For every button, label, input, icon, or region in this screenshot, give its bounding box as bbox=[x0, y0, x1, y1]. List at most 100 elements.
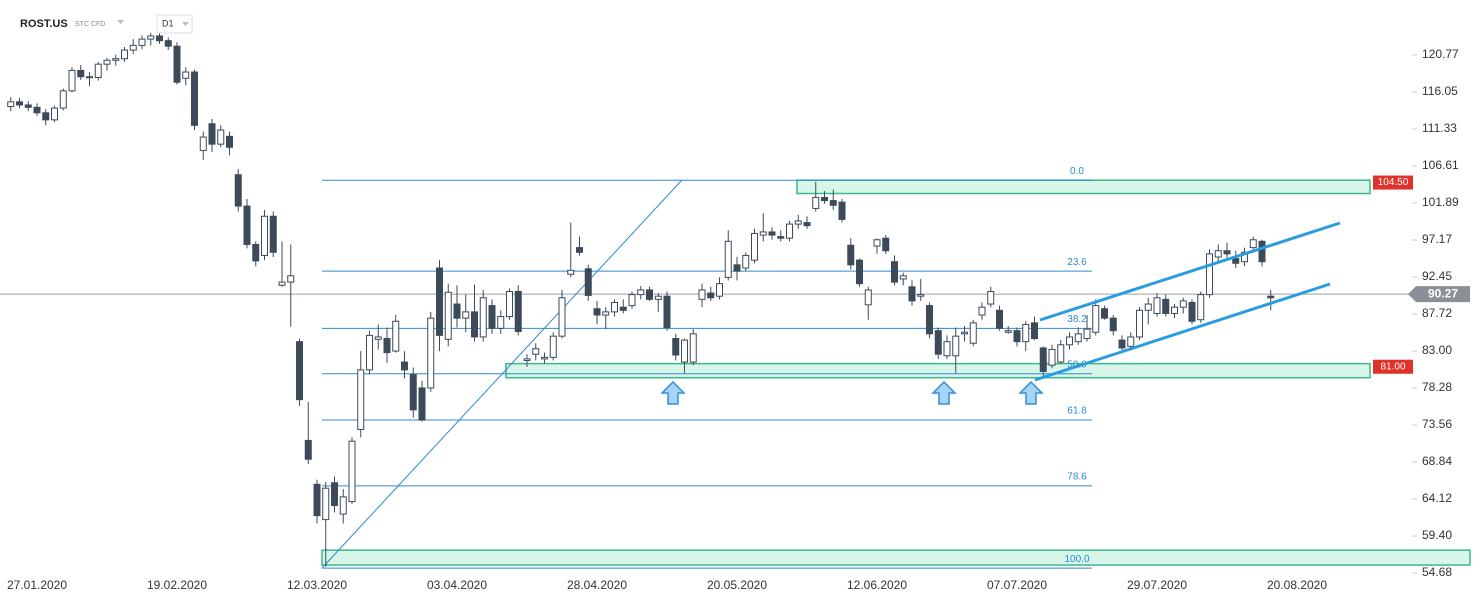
candle-body-down bbox=[856, 259, 863, 285]
candle-body-down bbox=[418, 387, 426, 421]
candle-body-up bbox=[287, 275, 295, 283]
candle-body-up bbox=[1249, 239, 1257, 249]
candle-body-down bbox=[908, 286, 916, 302]
candle-body-down bbox=[243, 205, 251, 245]
candle-body-down bbox=[996, 309, 1003, 329]
candle-body-up bbox=[7, 101, 15, 108]
candle-body-down bbox=[1232, 258, 1240, 264]
x-tick-label: 20.05.2020 bbox=[707, 578, 767, 592]
candle-body-down bbox=[304, 439, 312, 460]
y-tick-label: 101.89 bbox=[1422, 195, 1459, 209]
candle-body-down bbox=[234, 174, 242, 207]
candle-body-up bbox=[724, 240, 732, 278]
candle-body-down bbox=[453, 303, 461, 319]
fib-trend-line bbox=[321, 179, 683, 569]
candle-body-up bbox=[943, 341, 951, 357]
y-tick-label: 92.45 bbox=[1422, 269, 1452, 283]
candle-body-down bbox=[1162, 298, 1170, 314]
last-price-label: 90.27 bbox=[1428, 286, 1458, 300]
candle-body-down bbox=[156, 35, 163, 42]
x-tick-label: 28.04.2020 bbox=[567, 578, 627, 592]
candle-body-down bbox=[33, 106, 41, 114]
up-arrow bbox=[660, 380, 686, 405]
candle-body-down bbox=[847, 244, 855, 266]
y-tick-label: 87.72 bbox=[1422, 306, 1452, 320]
instrument-type: STC CFD bbox=[75, 21, 105, 28]
candle-body-down bbox=[252, 243, 260, 262]
channel-lower bbox=[1034, 282, 1331, 382]
candle-body-up bbox=[1083, 328, 1091, 340]
candle-body-up bbox=[112, 58, 120, 61]
candle-body-down bbox=[471, 311, 478, 338]
candle-body-down bbox=[296, 341, 303, 401]
candle-body-up bbox=[278, 281, 286, 286]
candle-body-up bbox=[873, 239, 881, 247]
symbol: ROST.US bbox=[20, 18, 68, 30]
candle-body-down bbox=[436, 267, 443, 336]
fib-label: 0.0 bbox=[1070, 166, 1084, 177]
y-tick-label: 54.68 bbox=[1422, 565, 1452, 579]
fib-label: 50.0 bbox=[1067, 359, 1087, 370]
candle-body-up bbox=[523, 358, 531, 361]
candle-body-up bbox=[1066, 336, 1073, 346]
candle-body-down bbox=[821, 196, 828, 202]
candle-body-up bbox=[812, 196, 820, 209]
candle-body-up bbox=[444, 291, 452, 340]
candle-body-up bbox=[628, 294, 636, 307]
candle-body-down bbox=[1188, 301, 1196, 322]
candle-body-down bbox=[1013, 330, 1021, 343]
candle-body-down bbox=[42, 112, 50, 121]
dropdown-icon[interactable] bbox=[117, 20, 124, 24]
y-tick-label: 78.28 bbox=[1422, 380, 1452, 394]
candle-body-up bbox=[864, 289, 872, 306]
candle-body-up bbox=[952, 335, 960, 357]
level-marker-label: 104.50 bbox=[1378, 177, 1409, 188]
candle-body-up bbox=[462, 311, 470, 319]
candle-body-up bbox=[1153, 297, 1161, 314]
candle-body-up bbox=[1197, 294, 1205, 321]
candle-body-down bbox=[934, 330, 942, 355]
y-tick-label: 106.61 bbox=[1422, 158, 1459, 172]
y-tick-label: 83.00 bbox=[1422, 343, 1452, 357]
candle-body-down bbox=[409, 374, 417, 411]
x-tick-label: 29.07.2020 bbox=[1127, 578, 1187, 592]
candle-body-up bbox=[698, 289, 706, 300]
candle-body-up bbox=[654, 295, 662, 300]
candle-body-down bbox=[514, 290, 522, 332]
channel-upper bbox=[1039, 221, 1341, 322]
candle-body-up bbox=[121, 49, 128, 60]
candle-body-up bbox=[59, 90, 67, 109]
candle-body-down bbox=[576, 247, 583, 253]
candle-body-up bbox=[1127, 336, 1135, 347]
candle-body-up bbox=[558, 297, 566, 337]
candle-body-up bbox=[322, 487, 330, 521]
support-zone bbox=[505, 362, 1371, 379]
candle-body-up bbox=[917, 294, 925, 297]
candle-body-up bbox=[1179, 300, 1187, 308]
candle-body-up bbox=[392, 320, 400, 352]
candle-body-up bbox=[794, 220, 802, 225]
candle-body-up bbox=[51, 107, 58, 121]
candle-body-down bbox=[1118, 339, 1126, 349]
header: ROST.US STC CFD D1 bbox=[20, 14, 193, 34]
candle-body-up bbox=[637, 289, 645, 296]
candle-body-up bbox=[339, 496, 347, 515]
fib-label: 61.8 bbox=[1067, 406, 1087, 417]
candle-body-up bbox=[978, 306, 986, 316]
background-layer bbox=[0, 54, 1471, 574]
fib-label: 100.0 bbox=[1064, 554, 1089, 565]
dropdown-icon[interactable] bbox=[182, 22, 189, 26]
timeframe-box[interactable] bbox=[156, 14, 193, 34]
candle-body-up bbox=[68, 69, 76, 92]
candle-body-up bbox=[602, 311, 610, 316]
candle-body-down bbox=[226, 135, 233, 148]
candle-body-up bbox=[742, 254, 750, 269]
candle-body-up bbox=[1074, 333, 1082, 343]
candle-body-down bbox=[77, 69, 85, 78]
y-tick-label: 73.56 bbox=[1422, 417, 1452, 431]
candle-body-up bbox=[716, 283, 723, 297]
candle-body-up bbox=[479, 297, 487, 338]
candle-body-up bbox=[751, 232, 758, 261]
candle-body-down bbox=[882, 237, 890, 252]
candle-body-up bbox=[217, 129, 225, 145]
